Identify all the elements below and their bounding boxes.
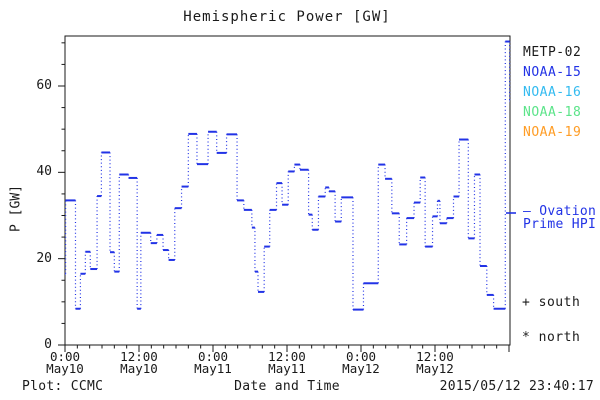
footer-timestamp: 2015/05/12 23:40:17 [439, 379, 594, 394]
y-tick-label-60: 60 [36, 77, 52, 93]
data-series-steps [65, 40, 511, 311]
x-tick-label-may12-1200: 12:00 May12 [416, 349, 454, 376]
marker-legend-north: * north [522, 330, 581, 345]
legend-item-noaa-15: NOAA-15 [523, 65, 582, 80]
y-axis-label: P [GW] [8, 185, 24, 232]
y-tick-label-20: 20 [36, 250, 52, 266]
x-axis-label: Date and Time [234, 379, 340, 394]
legend-item-noaa-19: NOAA-19 [523, 125, 582, 140]
footer-plot-source: Plot: CCMC [22, 379, 104, 394]
x-tick-label-may10-1200: 12:00 May10 [120, 349, 158, 376]
legend-item-noaa-16: NOAA-16 [523, 85, 582, 100]
x-tick-label-may11-000: 0:00 May11 [194, 349, 232, 376]
y-tick-label-0: 0 [44, 337, 52, 352]
ovation-prime-hpi-label: — Ovation Prime HPI [523, 204, 597, 232]
x-axis-ticks [64, 345, 510, 352]
marker-legend-south: + south [522, 295, 581, 310]
x-tick-label-may12-000: 0:00 May12 [342, 349, 380, 376]
axes-box [64, 35, 511, 346]
x-tick-label-may10-000: 0:00 May10 [46, 349, 84, 376]
chart-title: Hemispheric Power [GW] [183, 9, 391, 25]
legend-item-noaa-18: NOAA-18 [523, 105, 582, 120]
x-tick-label-may11-1200: 12:00 May11 [268, 349, 306, 376]
legend-item-metp-02: METP-02 [523, 45, 582, 60]
y-tick-label-40: 40 [36, 164, 52, 180]
y-axis-ticks [58, 42, 65, 346]
